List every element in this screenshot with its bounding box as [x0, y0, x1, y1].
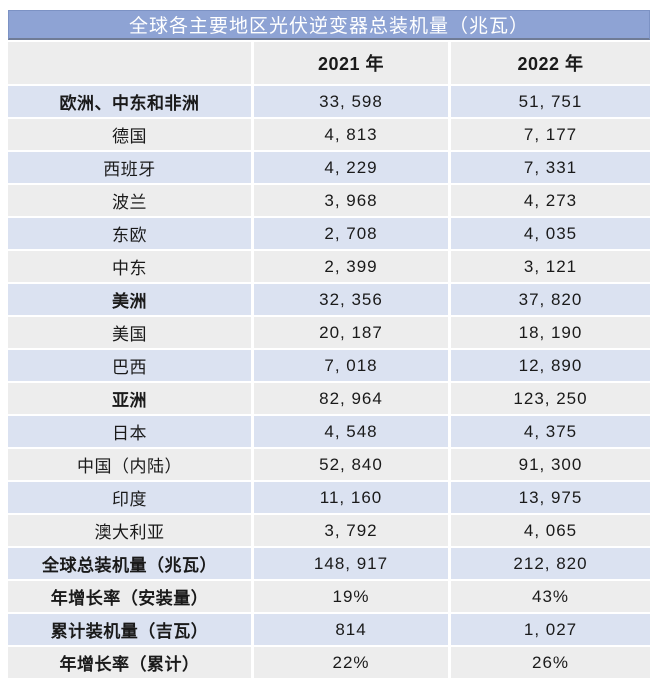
region-label: 澳大利亚 — [8, 515, 251, 546]
value-2022: 4, 375 — [451, 416, 650, 447]
table-row: 西班牙 4, 229 7, 331 — [8, 152, 650, 183]
table-row: 年增长率（安装量） 19% 43% — [8, 581, 650, 612]
table-row: 澳大利亚 3, 792 4, 065 — [8, 515, 650, 546]
table-row: 日本 4, 548 4, 375 — [8, 416, 650, 447]
region-label: 欧洲、中东和非洲 — [8, 86, 251, 117]
value-2022: 37, 820 — [451, 284, 650, 315]
table-row: 印度 11, 160 13, 975 — [8, 482, 650, 513]
value-2022: 7, 331 — [451, 152, 650, 183]
value-2022: 43% — [451, 581, 650, 612]
header-year-2022-cell: 2022 年 — [451, 42, 650, 84]
value-2022: 123, 250 — [451, 383, 650, 414]
region-label: 亚洲 — [8, 383, 251, 414]
value-2021: 4, 548 — [254, 416, 448, 447]
region-label: 西班牙 — [8, 152, 251, 183]
region-label: 美国 — [8, 317, 251, 348]
value-2021: 3, 792 — [254, 515, 448, 546]
table-body: 欧洲、中东和非洲 33, 598 51, 751 德国 4, 813 7, 17… — [8, 86, 650, 678]
value-2021: 11, 160 — [254, 482, 448, 513]
header-year-2021-cell: 2021 年 — [254, 42, 448, 84]
value-2021: 33, 598 — [254, 86, 448, 117]
table-row: 美国 20, 187 18, 190 — [8, 317, 650, 348]
value-2021: 4, 813 — [254, 119, 448, 150]
region-label: 德国 — [8, 119, 251, 150]
value-2022: 91, 300 — [451, 449, 650, 480]
region-label: 年增长率（安装量） — [8, 581, 251, 612]
value-2022: 1, 027 — [451, 614, 650, 645]
value-2022: 12, 890 — [451, 350, 650, 381]
value-2022: 7, 177 — [451, 119, 650, 150]
value-2022: 13, 975 — [451, 482, 650, 513]
table-row: 波兰 3, 968 4, 273 — [8, 185, 650, 216]
table-title: 全球各主要地区光伏逆变器总装机量（兆瓦） — [8, 10, 650, 40]
table-row: 亚洲 82, 964 123, 250 — [8, 383, 650, 414]
region-label: 美洲 — [8, 284, 251, 315]
value-2021: 2, 399 — [254, 251, 448, 282]
value-2021: 19% — [254, 581, 448, 612]
value-2021: 52, 840 — [254, 449, 448, 480]
value-2021: 2, 708 — [254, 218, 448, 249]
region-label: 全球总装机量（兆瓦） — [8, 548, 251, 579]
value-2021: 7, 018 — [254, 350, 448, 381]
region-label: 日本 — [8, 416, 251, 447]
table-row: 中东 2, 399 3, 121 — [8, 251, 650, 282]
value-2021: 82, 964 — [254, 383, 448, 414]
value-2022: 3, 121 — [451, 251, 650, 282]
region-label: 波兰 — [8, 185, 251, 216]
value-2021: 3, 968 — [254, 185, 448, 216]
value-2022: 212, 820 — [451, 548, 650, 579]
table-row: 东欧 2, 708 4, 035 — [8, 218, 650, 249]
region-label: 累计装机量（吉瓦） — [8, 614, 251, 645]
value-2021: 22% — [254, 647, 448, 678]
value-2021: 32, 356 — [254, 284, 448, 315]
value-2021: 148, 917 — [254, 548, 448, 579]
region-label: 印度 — [8, 482, 251, 513]
table-row: 欧洲、中东和非洲 33, 598 51, 751 — [8, 86, 650, 117]
table-row: 全球总装机量（兆瓦） 148, 917 212, 820 — [8, 548, 650, 579]
pv-inverter-capacity-table: 全球各主要地区光伏逆变器总装机量（兆瓦） 2021 年 2022 年 欧洲、中东… — [8, 10, 650, 678]
table-row: 中国（内陆） 52, 840 91, 300 — [8, 449, 650, 480]
value-2022: 4, 065 — [451, 515, 650, 546]
header-region-cell — [8, 42, 251, 84]
region-label: 年增长率（累计） — [8, 647, 251, 678]
value-2022: 26% — [451, 647, 650, 678]
value-2021: 814 — [254, 614, 448, 645]
value-2022: 4, 035 — [451, 218, 650, 249]
region-label: 东欧 — [8, 218, 251, 249]
value-2021: 4, 229 — [254, 152, 448, 183]
value-2022: 51, 751 — [451, 86, 650, 117]
region-label: 中国（内陆） — [8, 449, 251, 480]
value-2022: 18, 190 — [451, 317, 650, 348]
table-row: 德国 4, 813 7, 177 — [8, 119, 650, 150]
value-2021: 20, 187 — [254, 317, 448, 348]
table-row: 巴西 7, 018 12, 890 — [8, 350, 650, 381]
table-row: 年增长率（累计） 22% 26% — [8, 647, 650, 678]
table-row: 累计装机量（吉瓦） 814 1, 027 — [8, 614, 650, 645]
region-label: 巴西 — [8, 350, 251, 381]
value-2022: 4, 273 — [451, 185, 650, 216]
table-row: 美洲 32, 356 37, 820 — [8, 284, 650, 315]
region-label: 中东 — [8, 251, 251, 282]
table-header-row: 2021 年 2022 年 — [8, 42, 650, 84]
